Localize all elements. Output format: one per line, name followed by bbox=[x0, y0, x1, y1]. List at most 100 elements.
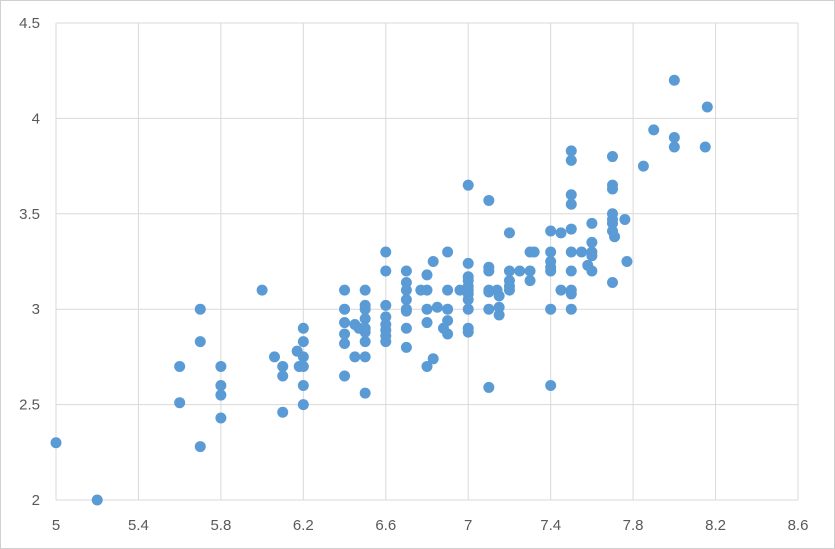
data-point bbox=[545, 380, 557, 392]
data-point bbox=[565, 154, 577, 166]
data-point bbox=[427, 256, 439, 267]
tick-labels: 5 5.4 5.8 6.2 6.6 7 7.4 7.8 8.2 8.6 2 2.5 3 3.5 4 4.5 bbox=[19, 15, 808, 534]
data-point bbox=[380, 311, 392, 323]
data-point bbox=[215, 389, 227, 401]
data-point bbox=[699, 141, 711, 153]
data-point bbox=[339, 338, 351, 350]
data-point bbox=[621, 256, 633, 267]
x-tick-label: 6.6 bbox=[375, 517, 396, 534]
data-point bbox=[701, 101, 713, 113]
data-point bbox=[524, 265, 536, 277]
data-point bbox=[400, 284, 412, 296]
x-tick-label: 6.2 bbox=[293, 517, 314, 534]
data-point bbox=[400, 294, 412, 306]
data-point bbox=[555, 227, 567, 239]
data-point bbox=[359, 313, 371, 325]
data-point bbox=[565, 145, 577, 157]
data-point bbox=[462, 257, 474, 269]
data-point bbox=[586, 265, 598, 277]
x-tick-label: 5 bbox=[52, 517, 60, 534]
data-point bbox=[421, 360, 433, 372]
data-point bbox=[421, 284, 433, 296]
data-point bbox=[400, 265, 412, 277]
data-point bbox=[607, 217, 618, 229]
data-point bbox=[607, 276, 618, 288]
data-point bbox=[619, 214, 631, 226]
data-point bbox=[493, 301, 505, 313]
data-point bbox=[380, 336, 392, 348]
data-point bbox=[493, 309, 505, 321]
data-point bbox=[607, 151, 618, 163]
data-point bbox=[359, 351, 371, 363]
data-point bbox=[339, 284, 351, 296]
data-point bbox=[174, 360, 186, 372]
data-point bbox=[524, 275, 536, 287]
data-point bbox=[421, 303, 433, 315]
data-point bbox=[400, 341, 412, 353]
data-point bbox=[483, 381, 495, 393]
data-point bbox=[297, 380, 309, 392]
x-tick-label: 7.8 bbox=[623, 517, 644, 534]
data-point bbox=[483, 286, 495, 298]
data-point bbox=[297, 360, 309, 372]
data-point bbox=[297, 351, 309, 363]
data-point bbox=[215, 360, 227, 372]
data-point bbox=[431, 301, 443, 313]
data-point bbox=[565, 303, 577, 315]
data-point bbox=[668, 131, 680, 143]
data-point bbox=[174, 397, 186, 409]
data-point bbox=[462, 326, 474, 338]
data-point bbox=[576, 246, 588, 258]
data-point bbox=[565, 288, 577, 300]
data-point bbox=[586, 217, 598, 229]
gridlines bbox=[55, 22, 799, 501]
data-point bbox=[339, 303, 351, 315]
data-point bbox=[277, 360, 289, 372]
data-point bbox=[668, 74, 680, 86]
data-point bbox=[277, 370, 289, 382]
y-tick-label: 3.5 bbox=[19, 206, 40, 223]
data-point bbox=[545, 303, 557, 315]
data-point bbox=[297, 399, 309, 411]
data-point bbox=[359, 336, 371, 348]
data-point bbox=[462, 294, 474, 306]
data-point bbox=[609, 231, 621, 243]
data-point bbox=[442, 315, 454, 327]
data-point bbox=[50, 437, 62, 449]
data-point bbox=[194, 303, 206, 315]
data-point bbox=[215, 412, 227, 424]
data-point bbox=[586, 236, 598, 248]
data-point bbox=[555, 284, 567, 296]
data-point bbox=[339, 370, 351, 382]
y-tick-label: 4 bbox=[32, 110, 40, 127]
data-point bbox=[194, 336, 206, 348]
data-point bbox=[565, 223, 577, 235]
x-tick-label: 8.2 bbox=[705, 517, 726, 534]
y-tick-label: 3 bbox=[32, 301, 40, 318]
data-point bbox=[256, 284, 268, 296]
data-point bbox=[339, 328, 351, 340]
data-point bbox=[462, 303, 474, 315]
data-point bbox=[215, 380, 227, 392]
data-point bbox=[442, 328, 454, 340]
x-tick-label: 7 bbox=[464, 517, 472, 534]
data-point bbox=[91, 494, 103, 506]
data-point bbox=[349, 351, 361, 363]
data-point bbox=[483, 265, 495, 277]
data-point bbox=[545, 225, 557, 237]
data-point bbox=[442, 284, 454, 296]
data-point bbox=[503, 227, 515, 239]
data-point bbox=[503, 284, 515, 296]
data-point bbox=[462, 179, 474, 191]
data-point bbox=[359, 284, 371, 296]
data-point bbox=[380, 246, 392, 258]
x-tick-label: 5.4 bbox=[128, 517, 149, 534]
x-tick-label: 8.6 bbox=[788, 517, 809, 534]
data-point bbox=[514, 265, 526, 277]
data-point bbox=[637, 160, 649, 172]
data-point bbox=[268, 351, 280, 363]
data-point bbox=[483, 303, 495, 315]
y-tick-label: 4.5 bbox=[19, 15, 40, 32]
